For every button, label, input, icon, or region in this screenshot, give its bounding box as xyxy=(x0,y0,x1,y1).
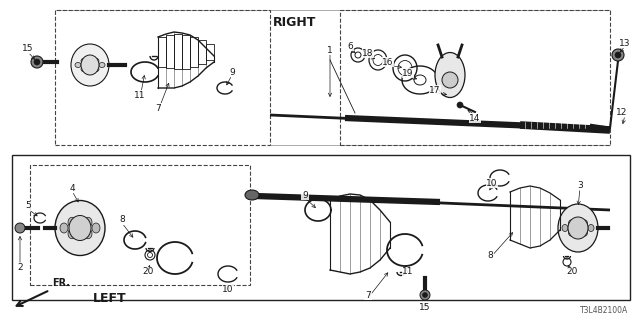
Text: 6: 6 xyxy=(347,42,353,51)
Bar xyxy=(190,37,198,67)
Circle shape xyxy=(615,52,621,58)
Ellipse shape xyxy=(562,225,568,231)
Text: 10: 10 xyxy=(486,179,498,188)
Ellipse shape xyxy=(81,67,87,72)
Ellipse shape xyxy=(71,44,109,86)
Text: 20: 20 xyxy=(566,268,578,276)
Ellipse shape xyxy=(435,52,465,98)
Circle shape xyxy=(442,72,458,88)
Text: 15: 15 xyxy=(419,303,431,313)
Bar xyxy=(174,34,182,69)
Text: 2: 2 xyxy=(17,263,23,273)
Text: RIGHT: RIGHT xyxy=(273,15,317,28)
Ellipse shape xyxy=(568,229,575,236)
Ellipse shape xyxy=(81,55,99,75)
Ellipse shape xyxy=(69,215,91,241)
Text: 16: 16 xyxy=(382,58,394,67)
Text: 14: 14 xyxy=(469,114,481,123)
Circle shape xyxy=(420,290,430,300)
Ellipse shape xyxy=(92,223,100,233)
Bar xyxy=(198,40,206,64)
Circle shape xyxy=(31,56,43,68)
Ellipse shape xyxy=(558,204,598,252)
Bar xyxy=(206,44,214,60)
Ellipse shape xyxy=(81,58,87,63)
Bar xyxy=(158,37,166,67)
Text: T3L4B2100A: T3L4B2100A xyxy=(580,306,628,315)
Text: 3: 3 xyxy=(577,180,583,189)
Ellipse shape xyxy=(68,217,76,227)
Text: 13: 13 xyxy=(620,38,631,47)
Text: LEFT: LEFT xyxy=(93,292,127,305)
Text: 4: 4 xyxy=(69,183,75,193)
Text: 12: 12 xyxy=(616,108,628,116)
Text: 9: 9 xyxy=(302,190,308,199)
Ellipse shape xyxy=(55,201,105,255)
Text: 5: 5 xyxy=(25,202,31,211)
Text: 19: 19 xyxy=(403,68,413,77)
Bar xyxy=(12,155,630,300)
Bar xyxy=(182,35,190,69)
Bar xyxy=(30,165,250,285)
Text: 7: 7 xyxy=(365,291,371,300)
Text: 9: 9 xyxy=(229,68,235,76)
Text: 15: 15 xyxy=(22,44,34,52)
Text: 11: 11 xyxy=(403,268,413,276)
Ellipse shape xyxy=(568,220,575,227)
Ellipse shape xyxy=(99,62,105,68)
Ellipse shape xyxy=(582,229,588,236)
Text: 8: 8 xyxy=(119,215,125,225)
Bar xyxy=(55,10,270,145)
Ellipse shape xyxy=(84,229,92,239)
Circle shape xyxy=(457,102,463,108)
Text: 7: 7 xyxy=(155,103,161,113)
Ellipse shape xyxy=(588,225,594,231)
Ellipse shape xyxy=(60,223,68,233)
Ellipse shape xyxy=(582,220,588,227)
Circle shape xyxy=(34,59,40,65)
Text: 20: 20 xyxy=(142,268,154,276)
Bar xyxy=(166,35,174,68)
Ellipse shape xyxy=(75,62,81,68)
Circle shape xyxy=(422,292,428,298)
Circle shape xyxy=(15,223,25,233)
Ellipse shape xyxy=(568,217,588,239)
Text: 18: 18 xyxy=(362,49,374,58)
Text: 11: 11 xyxy=(134,91,146,100)
Ellipse shape xyxy=(93,67,99,72)
Ellipse shape xyxy=(68,229,76,239)
Text: 17: 17 xyxy=(429,85,441,94)
Text: FR.: FR. xyxy=(52,278,70,288)
Ellipse shape xyxy=(245,190,259,200)
Circle shape xyxy=(612,49,624,61)
Text: 1: 1 xyxy=(327,45,333,54)
Bar xyxy=(340,10,610,145)
Ellipse shape xyxy=(84,217,92,227)
Text: 8: 8 xyxy=(487,251,493,260)
Ellipse shape xyxy=(93,58,99,63)
Text: 10: 10 xyxy=(222,285,234,294)
